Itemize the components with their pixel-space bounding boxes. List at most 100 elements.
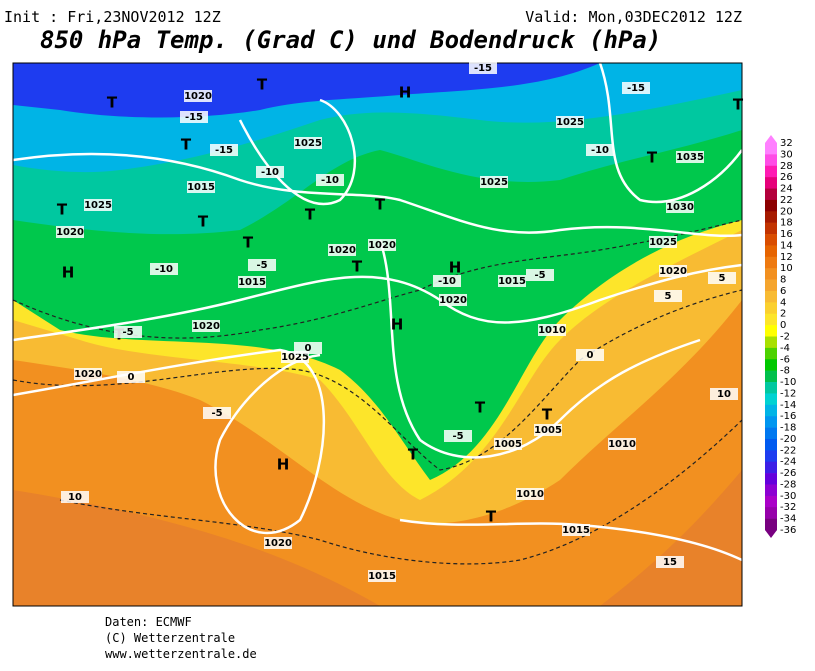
contour-label: 1020 — [74, 369, 102, 380]
colorbar-label: -34 — [780, 514, 796, 525]
colorbar-label: 6 — [780, 286, 786, 297]
colorbar-swatch — [765, 302, 777, 315]
colorbar-swatch — [765, 336, 777, 349]
label-bg — [439, 294, 467, 306]
label-bg — [368, 239, 396, 251]
label-bg — [586, 144, 614, 156]
colorbar-label: -12 — [780, 388, 796, 399]
label-bg — [264, 537, 292, 549]
colorbar-label: 20 — [780, 206, 793, 217]
contour-label: 1020 — [328, 245, 356, 256]
valid-time: Valid: Mon,03DEC2012 12Z — [525, 8, 742, 26]
pressure-center: T — [542, 406, 553, 424]
colorbar-swatch — [765, 222, 777, 235]
contour-label: -10 — [261, 167, 279, 178]
contour-label: -15 — [215, 145, 233, 156]
pressure-center: T — [475, 399, 486, 417]
contour-label: 1015 — [238, 277, 266, 288]
pressure-center: T — [107, 94, 118, 112]
contour-label: -5 — [452, 431, 463, 442]
label-bg — [654, 290, 682, 302]
pressure-center: T — [647, 149, 658, 167]
colorbar-label: -36 — [780, 525, 796, 536]
contour-label: 1005 — [534, 425, 562, 436]
contour-label: 1020 — [192, 321, 220, 332]
colorbar-swatch — [765, 279, 777, 292]
contour-label: 1010 — [538, 325, 566, 336]
label-bg — [538, 324, 566, 336]
colorbar-label: -26 — [780, 468, 796, 479]
contour-label: 1020 — [184, 91, 212, 102]
colorbar-tip — [765, 135, 777, 143]
contour-label: -5 — [122, 327, 133, 338]
label-bg — [676, 151, 704, 163]
contour-label: 1025 — [556, 117, 584, 128]
label-bg — [576, 349, 604, 361]
label-bg — [74, 368, 102, 380]
colorbar-swatch — [765, 461, 777, 474]
colorbar-swatch — [765, 393, 777, 406]
init-time: Init : Fri,23NOV2012 12Z — [4, 8, 221, 26]
colorbar-label: 28 — [780, 161, 793, 172]
colorbar-swatch — [765, 143, 777, 155]
colorbar-swatch — [765, 199, 777, 212]
label-bg — [659, 265, 687, 277]
label-bg — [608, 438, 636, 450]
colorbar-label: 14 — [780, 240, 793, 251]
contour-label: 5 — [665, 291, 672, 302]
contour-label: 1020 — [659, 266, 687, 277]
colorbar-swatch — [765, 165, 777, 178]
colorbar-label: -4 — [780, 343, 790, 354]
colorbar-swatch — [765, 473, 777, 485]
label-bg — [656, 556, 684, 568]
label-bg — [114, 326, 142, 338]
colorbar-label: 16 — [780, 229, 793, 240]
colorbar-label: 0 — [780, 320, 786, 331]
contour-label: 1020 — [368, 240, 396, 251]
contour-label: 5 — [719, 273, 726, 284]
colorbar-label: 4 — [780, 297, 786, 308]
colorbar-label: -28 — [780, 479, 796, 490]
colorbar-label: 30 — [780, 149, 793, 160]
contour-label: -10 — [591, 145, 609, 156]
colorbar-label: -8 — [780, 366, 790, 377]
pressure-center: H — [391, 316, 404, 334]
label-bg — [238, 276, 266, 288]
contour-label: 1025 — [480, 177, 508, 188]
colorbar-label: 12 — [780, 252, 793, 263]
label-bg — [516, 488, 544, 500]
colorbar-swatch — [765, 211, 777, 223]
label-bg — [328, 244, 356, 256]
contour-label: 10 — [717, 389, 731, 400]
contour-label: 1010 — [516, 489, 544, 500]
contour-label: 10 — [68, 492, 82, 503]
pressure-center: T — [243, 234, 254, 252]
pressure-center: H — [62, 264, 75, 282]
label-bg — [316, 174, 344, 186]
colorbar-label: 22 — [780, 195, 793, 206]
contour-label: 1025 — [294, 138, 322, 149]
pressure-center: T — [257, 76, 268, 94]
colorbar-label: -18 — [780, 423, 796, 434]
label-bg — [256, 166, 284, 178]
contour-label: -5 — [534, 270, 545, 281]
label-bg — [203, 407, 231, 419]
pressure-center: T — [305, 206, 316, 224]
contour-label: 0 — [587, 350, 594, 361]
colorbar-tip — [765, 530, 777, 538]
contour-label: 0 — [305, 343, 312, 354]
label-bg — [649, 236, 677, 248]
pressure-center: T — [352, 258, 363, 276]
label-bg — [56, 226, 84, 238]
pressure-center: H — [449, 259, 462, 277]
colorbar-swatch — [765, 370, 777, 383]
colorbar-label: -16 — [780, 411, 796, 422]
colorbar-swatch — [765, 438, 777, 451]
label-bg — [180, 111, 208, 123]
contour-label: -5 — [211, 408, 222, 419]
pressure-center: T — [733, 96, 744, 114]
map-title: 850 hPa Temp. (Grad C) und Bodendruck (h… — [40, 26, 661, 54]
contour-label: -5 — [256, 260, 267, 271]
pressure-center: T — [408, 446, 419, 464]
label-bg — [666, 201, 694, 213]
